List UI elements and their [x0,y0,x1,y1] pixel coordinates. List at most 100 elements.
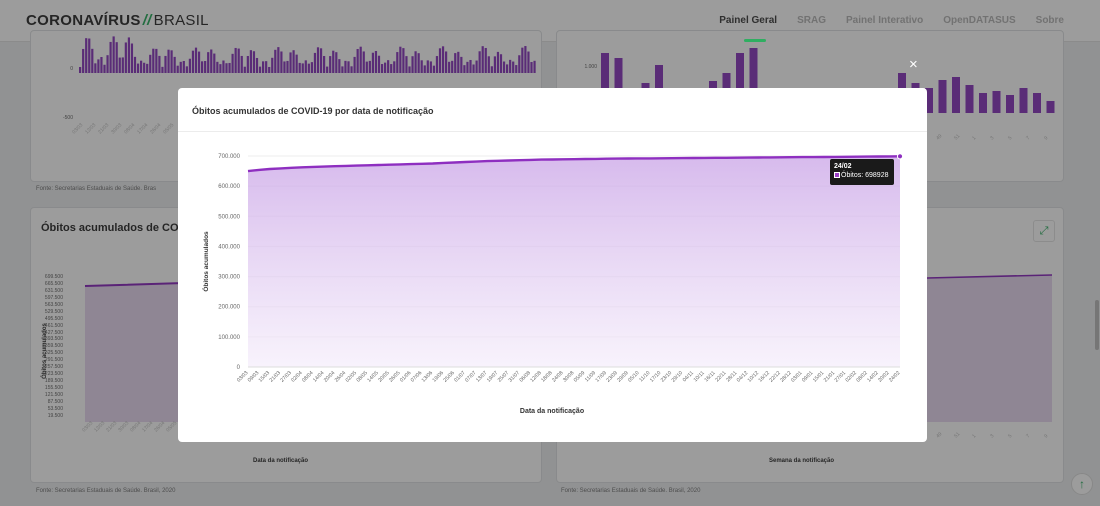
bg-bar [329,56,332,73]
bg-bar [487,56,490,73]
bg-bar [445,51,448,73]
bg-bar [262,61,265,73]
y-tick-label: 300.000 [218,275,240,281]
source-note: Fonte: Secretarias Estaduais de Saúde. B… [561,488,701,494]
bg-bar [316,47,320,73]
series-swatch [834,172,840,179]
x-tick-label: 21/01 [823,370,837,384]
ytick: 325.500 [44,350,63,357]
bg-bar [414,51,417,73]
ytick: 529.500 [44,308,63,315]
x-tick-label: 20/02 [877,370,891,384]
bg-bar [161,66,164,73]
bg-bar [274,49,277,73]
nav-opendatasus[interactable]: OpenDATASUS [943,15,1016,26]
bg-bar [335,52,338,73]
bg-bar [140,60,143,73]
x-tick-label: 05/09 [573,370,587,384]
bg-bar [234,47,237,73]
nav-srag[interactable]: SRAG [797,15,826,26]
bg-bar [359,46,362,73]
x-tick-label: 29/09 [616,370,630,384]
x-tick-label: 08/05 [356,370,370,384]
x-tick-label: 25/06 [442,370,456,384]
bg-bar [736,53,744,113]
x-tick-label: 17/10 [649,370,663,384]
y-tick-label: 400.000 [218,244,240,250]
x-tick-label: 17/09 [595,370,609,384]
x-tick-label: 20/05 [377,370,391,384]
ytick: 597.500 [44,294,63,301]
bg-bar [243,66,246,73]
bg-bar [188,58,191,73]
bg-bar [478,51,481,73]
card-xlabel: Semana da notificação [769,458,835,464]
bg-bar [240,55,243,73]
scroll-to-top-button[interactable]: ↑ [1071,473,1093,495]
expand-arrows-icon[interactable]: ⤢ [1033,220,1055,242]
ytick: 427.500 [44,329,63,336]
x-tick-label: 26/05 [388,370,402,384]
bg-bar [271,57,274,73]
x-tick-label: 05/10 [627,370,641,384]
ytick: 359.500 [44,343,63,350]
brand-logo[interactable]: CORONAVÍRUS//BRASIL [26,12,209,29]
modal-title: Óbitos acumulados de COVID-19 por data d… [192,106,434,116]
x-tick-label: 19/06 [432,370,446,384]
bg-bar [441,46,445,73]
bg-bar [518,55,521,73]
y-tick-label: 500.000 [218,214,240,220]
x-tick-label: 15/03 [258,370,272,384]
bg-bar [506,64,509,73]
x-tick-label: 14/02 [866,370,880,384]
x-tick-label: 16/11 [704,370,717,383]
nav-sobre[interactable]: Sobre [1035,15,1064,26]
bg-bar [130,43,134,73]
x-tick-label: 29/10 [671,370,685,384]
bg-bar [438,48,442,73]
card-weekly-deaths-ytick: 1.000 [561,65,597,73]
ytick: 461.500 [44,322,63,329]
bg-bar [509,59,512,73]
x-tick-label: 04/11 [682,370,695,383]
x-tick-label: 10/12 [747,370,761,384]
bg-bar [405,56,408,73]
nav-painel-geral[interactable]: Painel Geral [719,15,778,26]
bg-bar [952,77,960,113]
bg-bar [103,64,106,73]
bg-bar [170,50,173,73]
x-tick-label: 13/07 [475,370,489,384]
x-tick-label: 30/08 [562,370,576,384]
bg-bar [979,93,987,113]
bg-bar [356,49,359,73]
bg-bar [411,56,414,73]
bg-bar [380,64,384,73]
highlight-point [896,153,904,160]
x-tick-label: 04/12 [736,370,750,384]
bg-bar [304,60,307,73]
bg-bar [136,63,140,73]
bg-bar [121,57,124,73]
bg-bar [377,55,381,73]
ytick: 189.500 [44,378,63,385]
bg-bar [292,50,295,73]
bg-bar [127,37,130,73]
bg-bar [417,53,420,73]
nav-painel-interativo[interactable]: Painel Interativo [845,15,924,26]
page-scrollbar[interactable] [1095,300,1099,350]
x-tick-label: 28/12 [779,370,793,384]
cumulative-deaths-chart: 0 100.000 200.000 300.000 400.000 500.000 600.… [201,153,904,415]
x-tick-label: 09/03 [247,370,261,384]
bg-bar [265,61,268,73]
bg-bar [149,54,152,73]
bg-bar [210,49,213,73]
ytick: 393.500 [44,336,63,343]
bg-bar [463,65,466,73]
weekly-cumulative-area-bg [927,274,1053,422]
bg-bar [484,47,487,73]
tooltip-series: Óbitos [841,172,862,180]
bg-bar [222,60,225,73]
close-icon[interactable]: × [909,56,918,73]
chart-modal: Óbitos acumulados de COVID-19 por data d… [178,88,927,442]
bg-bar [133,56,137,73]
